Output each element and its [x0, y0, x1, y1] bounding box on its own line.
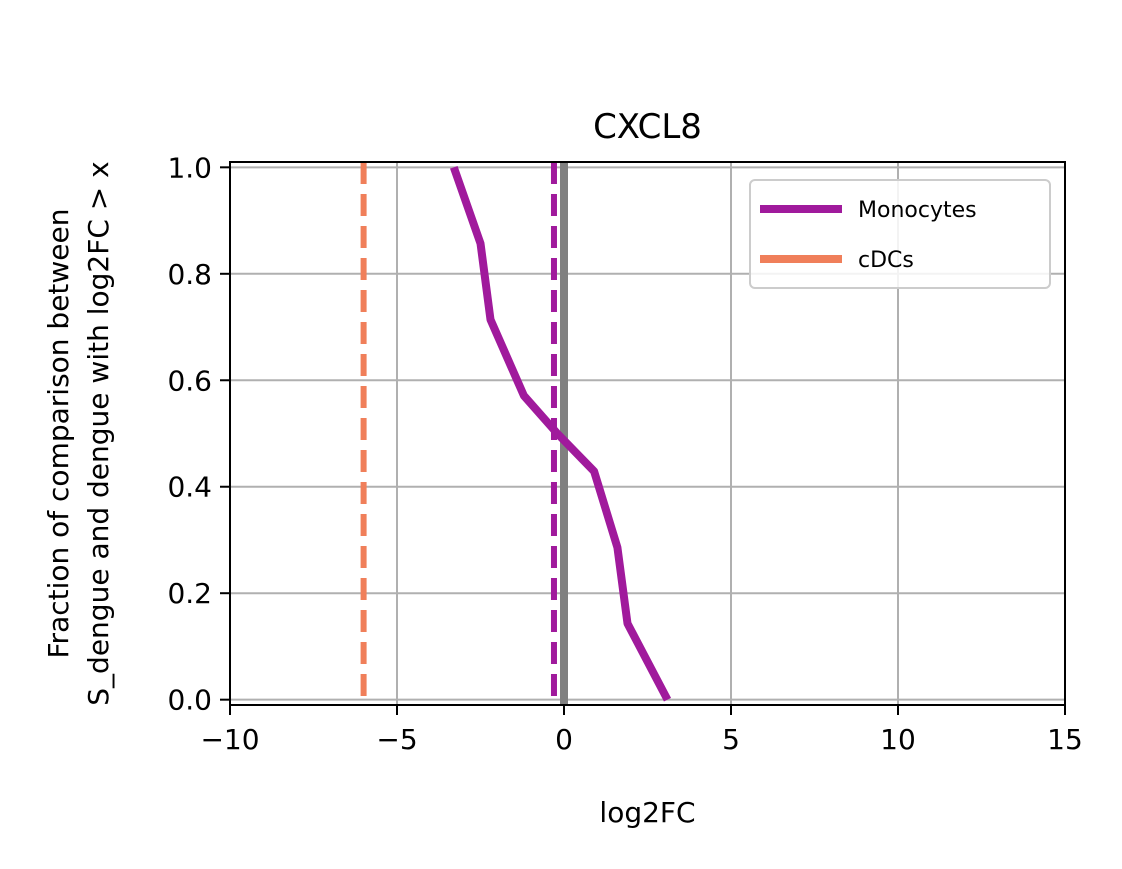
- y-ticks: 0.0 0.2 0.4 0.6 0.8 1.0: [167, 151, 230, 717]
- y-axis-label-line-2: S_dengue and dengue with log2FC > x: [82, 161, 115, 705]
- series-line-monocytes: [450, 165, 672, 702]
- x-ticks: −10 −5 0 5 10 15: [200, 705, 1083, 756]
- y-tick-label: 0.4: [167, 471, 212, 504]
- x-tick-label: 5: [722, 723, 740, 756]
- x-tick-label: 10: [880, 723, 916, 756]
- chart-title: CXCL8: [593, 107, 702, 147]
- y-tick-label: 0.0: [167, 684, 212, 717]
- median-lines: [360, 162, 557, 705]
- plot-frame: [229, 161, 1066, 706]
- x-tick-label: 15: [1047, 723, 1083, 756]
- x-tick-label: 0: [555, 723, 573, 756]
- y-tick-label: 0.2: [167, 577, 212, 610]
- legend-label-monocytes: Monocytes: [858, 198, 977, 223]
- x-tick-label: −10: [200, 723, 259, 756]
- y-axis-label-line-1: Fraction of comparison between: [42, 208, 75, 658]
- x-tick-label: −5: [376, 723, 417, 756]
- legend: Monocytes cDCs: [749, 179, 1051, 289]
- series-lines: [450, 165, 672, 702]
- y-tick-label: 1.0: [167, 151, 212, 184]
- legend-label-cdcs: cDCs: [858, 248, 914, 273]
- y-tick-label: 0.6: [167, 364, 212, 397]
- x-axis-label: log2FC: [599, 796, 695, 829]
- y-tick-label: 0.8: [167, 258, 212, 291]
